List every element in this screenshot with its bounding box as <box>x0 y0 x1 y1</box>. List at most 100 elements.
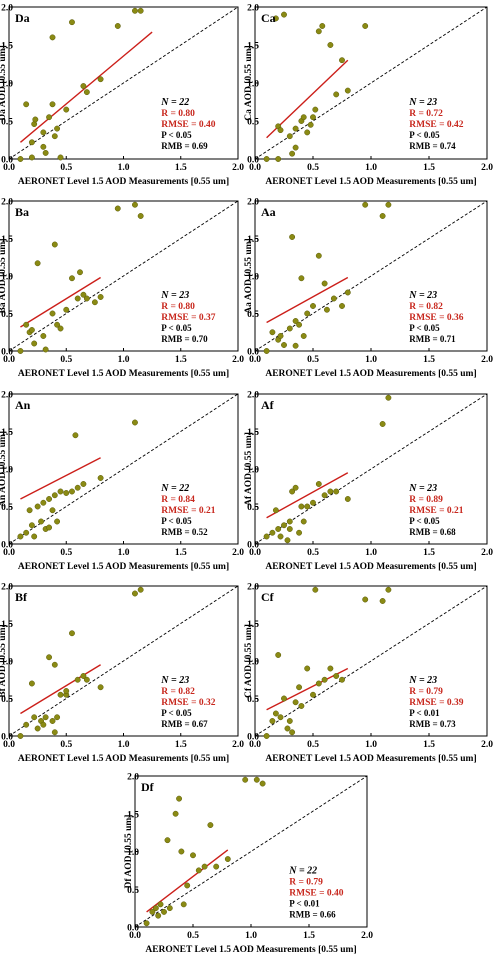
data-point <box>97 684 104 691</box>
data-point <box>312 586 319 593</box>
data-point <box>132 201 138 208</box>
data-point <box>132 590 138 597</box>
x-tick-label: 2.0 <box>361 931 373 941</box>
data-point <box>242 776 249 783</box>
panel-label: Da <box>15 11 30 25</box>
data-point <box>132 7 138 14</box>
data-point <box>300 114 307 121</box>
data-point <box>289 729 296 736</box>
x-tick-label: 0.0 <box>249 548 261 558</box>
data-point <box>31 714 38 721</box>
data-point <box>28 139 35 146</box>
y-tick-label: 0.5 <box>1 503 13 513</box>
data-point <box>42 346 49 353</box>
y-tick-label: 2.0 <box>1 4 13 14</box>
data-point <box>263 733 270 739</box>
y-tick-label: 1.0 <box>247 658 259 668</box>
data-point <box>54 518 61 525</box>
x-tick-label: 1.0 <box>365 163 377 173</box>
one-to-one-line <box>254 585 488 737</box>
data-point <box>17 348 24 354</box>
y-tick-label: 1.5 <box>1 235 13 245</box>
data-point <box>74 484 81 491</box>
data-point <box>304 503 311 510</box>
data-point <box>296 529 303 536</box>
data-point <box>315 680 322 687</box>
data-point <box>284 725 291 732</box>
data-point <box>333 673 340 679</box>
x-axis-label: AERONET Level 1.5 AOD Measurements [0.55… <box>265 754 476 764</box>
stat-n: N = 23 <box>408 290 437 301</box>
stat-r: R = 0.72 <box>409 109 443 119</box>
data-point <box>289 150 296 157</box>
data-point <box>17 156 24 162</box>
data-point <box>315 28 322 35</box>
panel-label: Ba <box>15 205 29 219</box>
data-point <box>272 710 279 717</box>
data-point <box>137 213 144 219</box>
one-to-one-line <box>8 6 239 160</box>
data-point <box>72 432 79 439</box>
stat-r: R = 0.79 <box>409 687 443 697</box>
data-point <box>137 586 144 593</box>
y-axis-label: An AOD [0.55 um] <box>0 431 8 507</box>
data-point <box>83 676 90 683</box>
x-tick-label: 1.5 <box>303 931 315 941</box>
x-tick-label: 0.0 <box>3 548 15 558</box>
data-point <box>161 908 167 915</box>
y-tick-label: 2.0 <box>247 198 259 208</box>
x-tick-label: 1.0 <box>365 740 377 750</box>
data-point <box>49 310 56 317</box>
data-point <box>362 23 369 29</box>
regression-line <box>20 664 101 715</box>
x-tick-label: 2.0 <box>481 355 493 365</box>
data-point <box>77 269 83 276</box>
data-point <box>286 526 293 532</box>
data-point <box>263 156 270 162</box>
data-point <box>292 699 299 706</box>
data-point <box>149 908 156 915</box>
stat-p: P < 0.05 <box>409 323 440 333</box>
data-point <box>286 133 293 140</box>
x-axis-label: AERONET Level 1.5 AOD Measurements [0.55… <box>265 177 476 187</box>
data-point <box>57 488 64 495</box>
x-tick-label: 0.5 <box>60 355 72 365</box>
x-tick-label: 1.0 <box>245 931 257 941</box>
data-point <box>40 143 47 150</box>
stat-n: N = 22 <box>288 865 317 876</box>
data-point <box>46 654 53 661</box>
data-point <box>57 325 64 332</box>
y-tick-label: 0.0 <box>247 733 259 743</box>
data-point <box>80 291 87 298</box>
data-point <box>277 714 284 721</box>
x-axis-label: AERONET Level 1.5 AOD Measurements [0.55… <box>265 562 476 572</box>
data-point <box>312 106 319 113</box>
data-point <box>97 475 104 481</box>
data-point <box>315 252 322 259</box>
data-point <box>275 526 282 532</box>
data-point <box>339 676 345 683</box>
data-point <box>97 294 104 300</box>
data-point <box>28 522 35 529</box>
y-tick-label: 1.5 <box>127 810 139 820</box>
x-tick-label: 1.5 <box>423 355 435 365</box>
data-point <box>91 299 98 306</box>
y-tick-label: 2.0 <box>127 773 139 783</box>
x-tick-label: 1.5 <box>175 740 187 750</box>
stat-n: N = 23 <box>160 290 189 301</box>
panel-label: Ca <box>261 11 276 25</box>
data-point <box>17 533 24 540</box>
data-point <box>292 318 299 324</box>
one-to-one-line <box>254 6 488 160</box>
data-point <box>34 503 41 510</box>
stat-rmb: RMB = 0.74 <box>409 141 456 151</box>
x-tick-label: 0.5 <box>60 548 72 558</box>
data-point <box>379 421 386 427</box>
data-point <box>166 905 173 912</box>
x-tick-label: 1.5 <box>423 163 435 173</box>
data-point <box>385 394 392 401</box>
data-point <box>49 507 56 514</box>
data-point <box>83 295 90 302</box>
